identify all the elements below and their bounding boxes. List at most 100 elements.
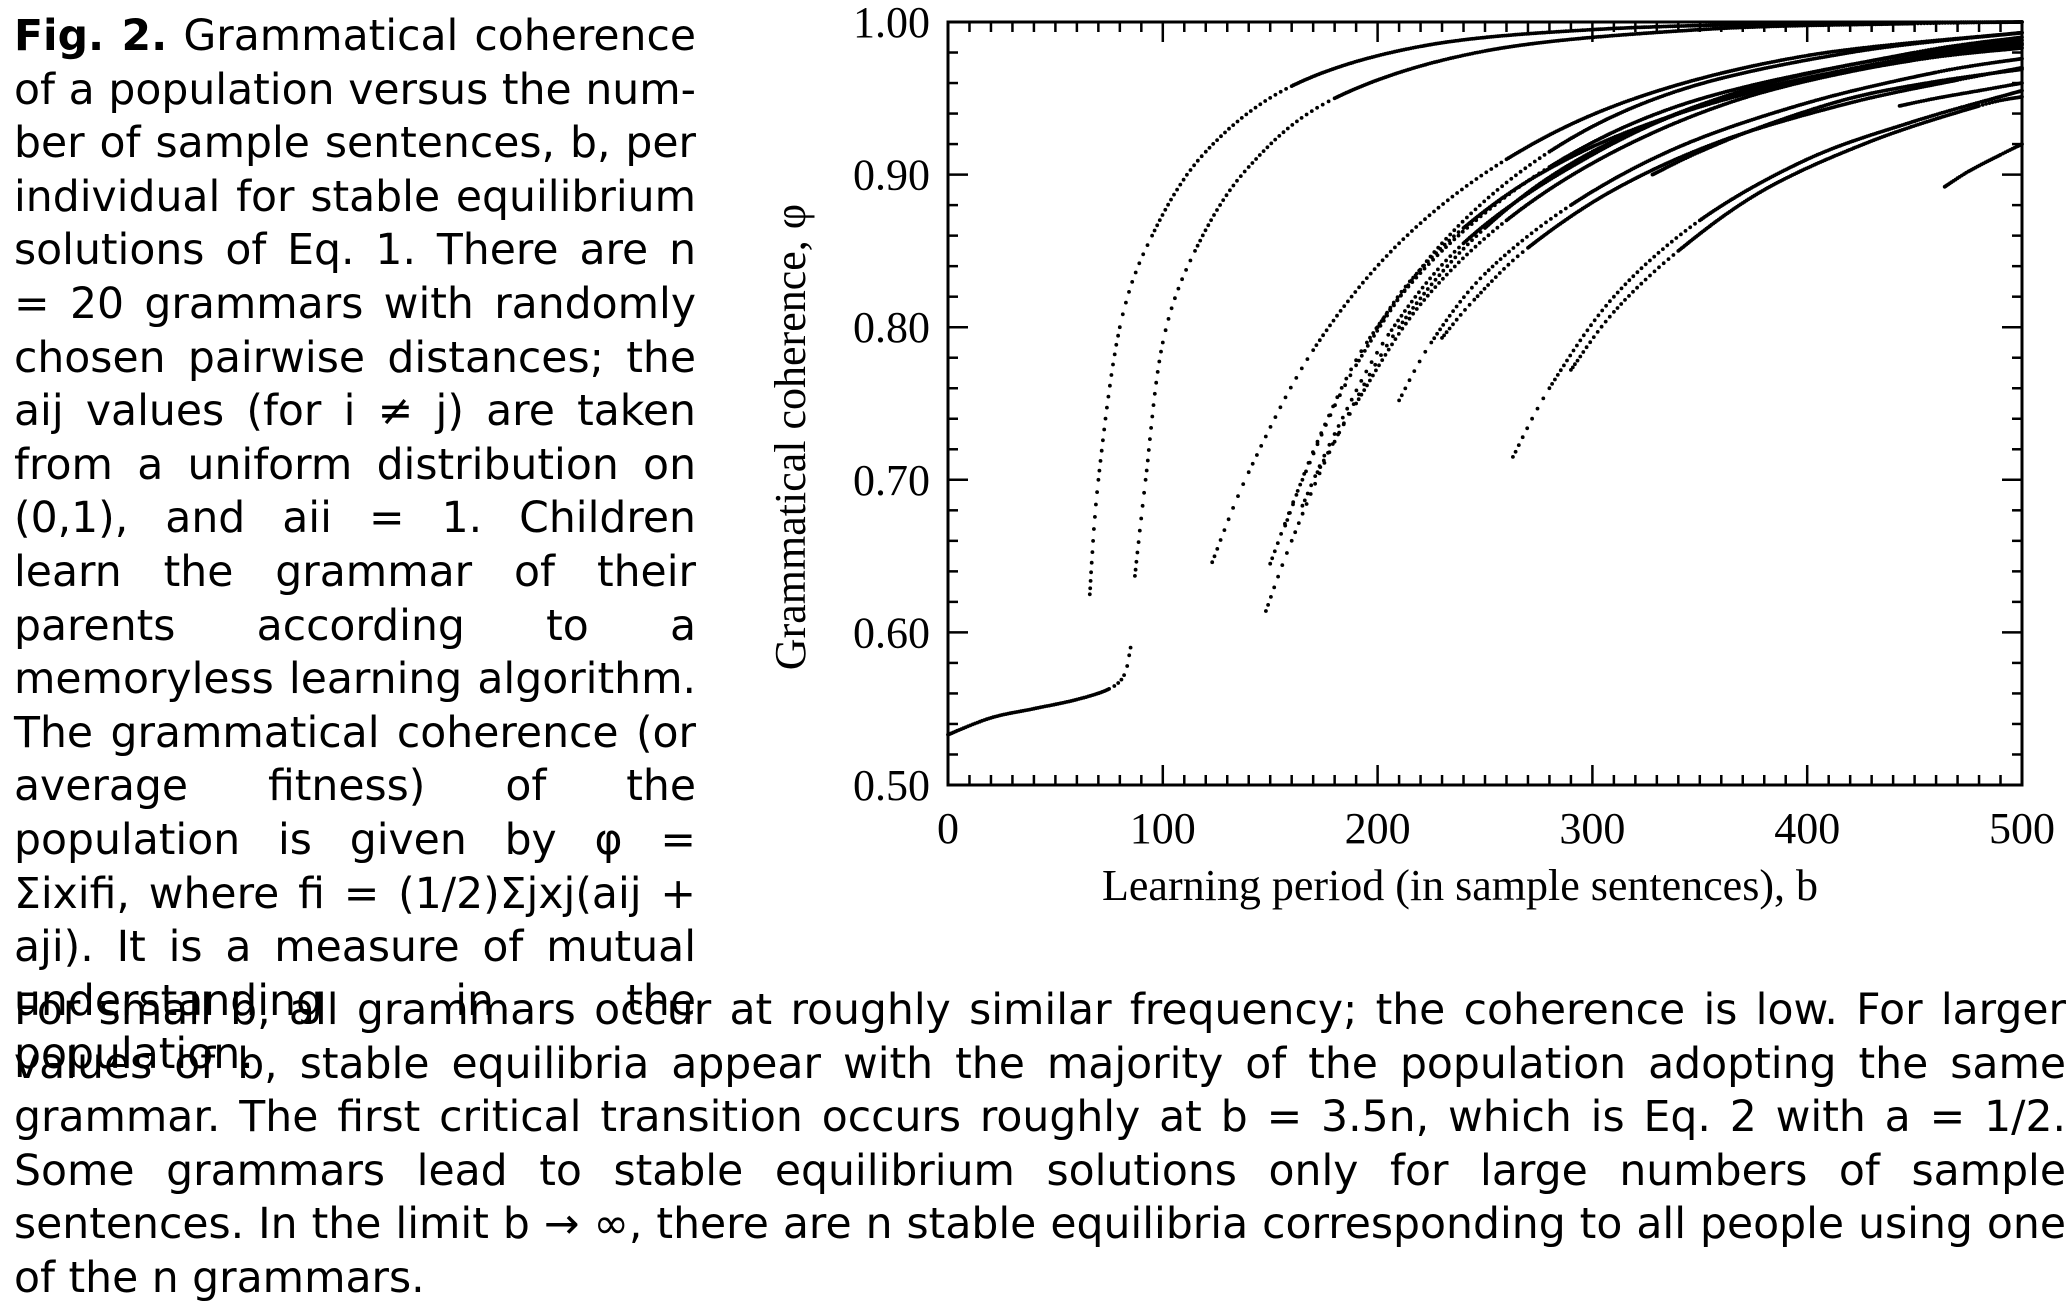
data-point [1130, 280, 1135, 284]
data-point [1482, 199, 1487, 204]
data-point [1188, 168, 1193, 172]
data-point [1925, 21, 1930, 26]
data-point [1407, 279, 1412, 284]
data-point [1289, 538, 1294, 543]
data-point [1948, 20, 1953, 25]
data-point [1493, 275, 1498, 279]
data-point [1465, 242, 1470, 247]
data-point [1477, 203, 1482, 208]
data-point [1136, 540, 1141, 544]
data-point [1099, 448, 1104, 453]
data-point [1571, 348, 1576, 353]
data-point [1432, 209, 1436, 214]
data-point [1403, 386, 1408, 391]
data-point [1515, 242, 1520, 247]
data-point [1373, 362, 1378, 367]
data-point [1396, 318, 1400, 323]
data-point [1181, 177, 1186, 182]
data-point [1406, 304, 1411, 309]
data-point [1349, 397, 1354, 402]
data-point [1558, 368, 1563, 373]
data-point [1331, 404, 1335, 409]
data-point [1169, 197, 1173, 202]
data-point [1631, 274, 1636, 279]
data-point [1206, 223, 1211, 228]
data-point [1380, 258, 1385, 263]
data-point [1318, 465, 1323, 469]
data-point [1619, 286, 1624, 291]
data-point [1300, 511, 1305, 516]
data-point [1139, 516, 1144, 521]
data-point [1290, 123, 1295, 127]
data-point [1372, 267, 1377, 271]
data-point [1275, 541, 1280, 545]
data-point [1398, 293, 1403, 298]
data-point [1293, 530, 1298, 535]
data-point [1506, 262, 1511, 267]
data-point [1340, 415, 1345, 420]
data-point [1444, 272, 1449, 277]
data-point [1127, 290, 1131, 294]
data-point [1403, 284, 1408, 289]
data-point [1092, 527, 1096, 531]
data-point [1315, 439, 1320, 444]
data-point [1306, 461, 1311, 465]
data-point [1218, 538, 1223, 542]
data-point [1511, 246, 1516, 250]
data-point [1990, 100, 1995, 105]
data-point [1184, 268, 1188, 272]
data-point [1456, 224, 1461, 228]
data-point [1423, 349, 1428, 354]
data-point [1514, 173, 1518, 178]
data-point [1089, 570, 1093, 575]
data-point [1417, 290, 1421, 295]
data-point [1140, 503, 1145, 508]
data-point [1227, 126, 1231, 131]
data-point [1215, 138, 1219, 143]
data-point [1458, 313, 1463, 317]
data-point [1573, 362, 1577, 367]
data-point [1354, 401, 1358, 406]
data-point [1648, 273, 1652, 278]
data-point [1335, 395, 1340, 400]
data-point [1464, 184, 1469, 188]
data-point [1432, 336, 1437, 341]
data-point [1469, 248, 1474, 253]
data-point [1141, 252, 1146, 257]
data-point [1460, 219, 1465, 224]
data-point [1231, 506, 1235, 510]
data-point [1311, 450, 1315, 454]
data-point [1544, 220, 1548, 225]
data-point [1563, 206, 1568, 211]
data-point [1535, 406, 1540, 411]
data-point [1639, 266, 1644, 271]
data-point [1452, 264, 1457, 269]
data-point [1238, 174, 1243, 179]
data-point [1157, 218, 1162, 223]
data-point [1218, 203, 1222, 207]
data-point [1639, 281, 1644, 286]
data-point [1106, 394, 1111, 399]
data-point [1454, 317, 1459, 322]
data-point [2020, 88, 2024, 93]
y-tick-labels: 0.50 0.60 0.70 0.80 0.90 1.00 [853, 0, 930, 810]
figure-label: Fig. 2. [14, 12, 168, 61]
data-point [1434, 251, 1438, 256]
data-point [1116, 333, 1120, 338]
data-point [1489, 167, 1494, 171]
data-point [1383, 353, 1388, 357]
data-point [1541, 396, 1546, 401]
data-point [1354, 388, 1359, 393]
data-point [1483, 271, 1487, 276]
data-point [1525, 235, 1529, 239]
data-point [1222, 528, 1227, 532]
data-point [1116, 681, 1121, 685]
data-point [1391, 334, 1395, 339]
data-point [1175, 187, 1179, 192]
data-point [1448, 268, 1453, 273]
plot-frame-group [946, 20, 2024, 787]
data-point [1940, 21, 1945, 25]
data-point [1137, 528, 1142, 533]
data-point [1588, 340, 1593, 345]
data-point [1486, 195, 1491, 200]
